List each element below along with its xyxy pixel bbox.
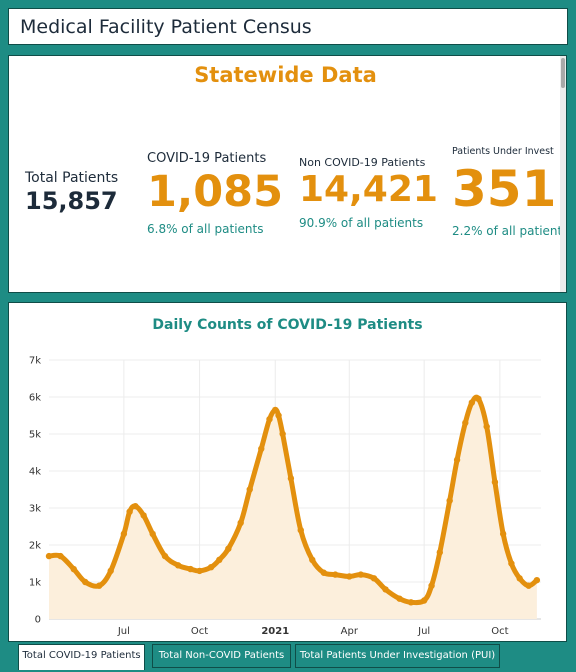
- x-tick-label: Oct: [191, 626, 208, 637]
- data-point: [161, 552, 169, 560]
- data-point: [266, 416, 273, 423]
- page-title: Medical Facility Patient Census: [20, 16, 312, 38]
- chart-title: Daily Counts of COVID-19 Patients: [152, 317, 423, 333]
- data-point: [475, 395, 482, 403]
- data-point: [279, 430, 286, 438]
- data-point: [499, 530, 507, 538]
- data-point: [428, 582, 435, 589]
- data-point: [309, 556, 316, 563]
- covid-patients-label: COVID-19 Patients: [147, 151, 267, 166]
- data-point: [483, 423, 490, 430]
- data-point: [346, 573, 353, 580]
- noncovid-patients-label: Non COVID-19 Patients: [299, 156, 426, 169]
- data-point: [453, 456, 461, 464]
- data-point: [370, 575, 378, 582]
- data-point: [246, 486, 253, 493]
- data-point: [107, 567, 114, 575]
- data-point: [436, 549, 444, 556]
- data-point: [132, 502, 139, 510]
- data-point: [82, 578, 89, 586]
- data-point: [525, 582, 532, 589]
- y-tick-label: 2k: [29, 541, 41, 552]
- y-tick-label: 4k: [29, 467, 41, 478]
- data-point: [407, 599, 415, 606]
- total-patients-value: 15,857: [25, 187, 118, 215]
- data-point: [187, 565, 194, 573]
- data-point: [462, 419, 469, 427]
- pui-patients-pct: 2.2% of all patients: [452, 224, 567, 238]
- pui-patients-value: 351: [452, 160, 557, 218]
- data-point: [258, 445, 265, 452]
- y-tick-label: 0: [35, 615, 41, 626]
- tab-total-covid[interactable]: Total COVID-19 Patients: [18, 644, 145, 670]
- data-point: [420, 597, 428, 604]
- data-point: [225, 545, 232, 552]
- data-point: [57, 552, 64, 560]
- noncovid-patients-pct: 90.9% of all patients: [299, 216, 424, 230]
- x-tick-label: 2021: [261, 626, 289, 637]
- data-point: [357, 571, 365, 578]
- data-point: [196, 567, 203, 575]
- data-point: [382, 586, 389, 593]
- x-tick-label: Apr: [341, 626, 359, 637]
- covid-patients-pct: 6.8% of all patients: [147, 222, 264, 236]
- section-title: Statewide Data: [194, 63, 377, 87]
- data-point: [297, 527, 304, 534]
- y-tick-label: 5k: [29, 430, 41, 441]
- data-point: [237, 519, 244, 526]
- y-tick-label: 1k: [29, 578, 41, 589]
- statewide-stats-panel: Statewide Data Total Patients 15,857 COV…: [8, 55, 567, 293]
- data-point: [216, 556, 223, 563]
- data-point: [533, 576, 541, 584]
- y-tick-label: 6k: [29, 393, 41, 404]
- tab-total-pui[interactable]: Total Patients Under Investigation (PUI): [295, 644, 500, 668]
- data-point: [126, 508, 133, 515]
- pui-patients-label: Patients Under Invest: [452, 146, 554, 157]
- data-point: [396, 595, 403, 602]
- data-point: [95, 582, 103, 589]
- noncovid-patients-value: 14,421: [299, 169, 438, 210]
- data-point: [149, 530, 156, 538]
- data-point: [446, 497, 453, 504]
- data-point: [174, 562, 182, 569]
- data-point: [468, 399, 476, 406]
- data-point: [491, 478, 499, 486]
- data-point: [207, 564, 215, 571]
- data-point: [508, 560, 515, 567]
- data-point: [320, 569, 327, 576]
- daily-counts-chart: 0 1k 2k 3k 4k 5k 6k 7k Jul Oct 2021 Apr Jul Oct: [29, 356, 541, 637]
- x-tick-label: Oct: [491, 626, 508, 637]
- y-tick-label: 3k: [29, 504, 41, 515]
- panel-scrollbar[interactable]: [560, 56, 566, 292]
- data-point: [516, 575, 523, 582]
- data-point: [140, 512, 147, 519]
- x-tick-label: Jul: [117, 626, 130, 637]
- scrollbar-thumb[interactable]: [561, 58, 565, 88]
- tab-total-noncovid[interactable]: Total Non-COVID Patients: [152, 644, 291, 668]
- data-point: [332, 571, 339, 578]
- data-point: [70, 565, 77, 573]
- data-point: [45, 552, 53, 560]
- data-point: [275, 412, 282, 419]
- total-patients-label: Total Patients: [25, 170, 119, 186]
- data-point: [287, 475, 295, 482]
- data-point: [120, 530, 128, 538]
- title-bar: Medical Facility Patient Census: [8, 8, 568, 45]
- covid-patients-value: 1,085: [147, 167, 284, 217]
- chart-panel: Daily Counts of COVID-19 Patients 0 1k 2k 3…: [8, 302, 567, 642]
- x-tick-label: Jul: [417, 626, 430, 637]
- y-tick-label: 7k: [29, 356, 41, 367]
- data-point: [272, 406, 279, 414]
